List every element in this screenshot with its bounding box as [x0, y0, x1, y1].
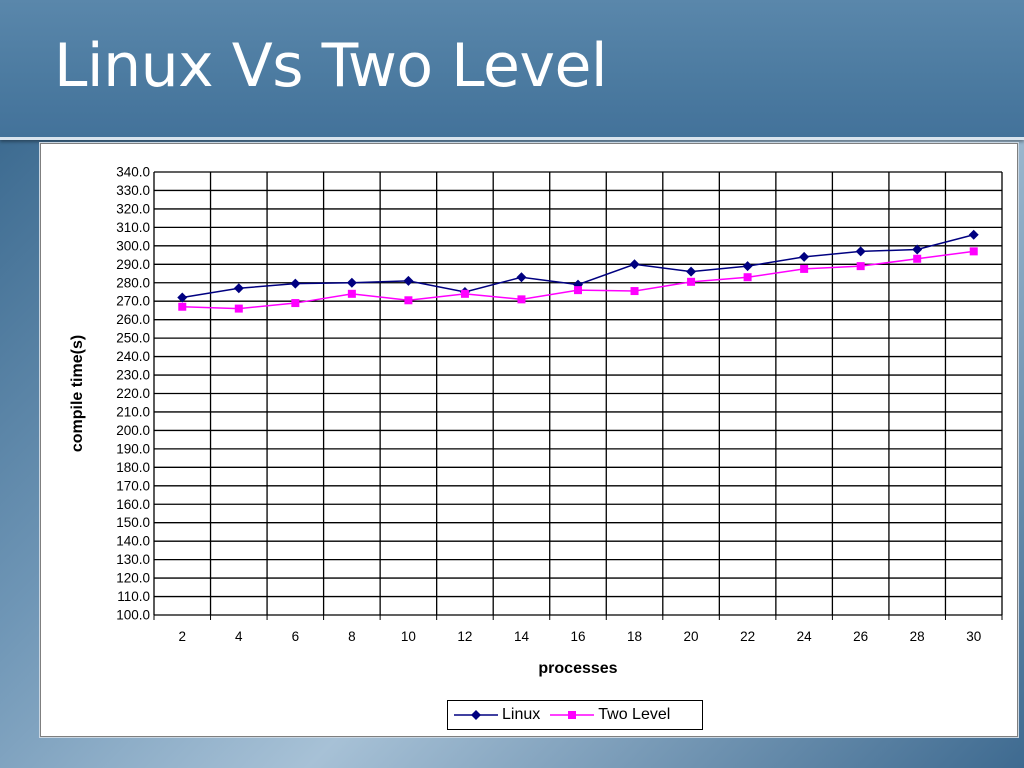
- x-tick-label: 2: [179, 629, 187, 644]
- legend-item-two-level: Two Level: [550, 706, 670, 724]
- y-tick-label: 120.0: [116, 571, 150, 586]
- data-point-two-level: [743, 273, 752, 282]
- x-tick-label: 24: [797, 629, 813, 644]
- y-tick-label: 340.0: [116, 165, 150, 180]
- data-point-linux: [686, 266, 697, 277]
- x-tick-label: 14: [514, 629, 530, 644]
- x-tick-label: 16: [570, 629, 585, 644]
- y-tick-label: 330.0: [116, 183, 150, 198]
- x-tick-label: 30: [966, 629, 981, 644]
- data-point-two-level: [404, 296, 413, 305]
- legend-label-two-level: Two Level: [598, 706, 671, 723]
- y-tick-label: 250.0: [116, 331, 150, 346]
- y-tick-label: 130.0: [116, 552, 150, 567]
- legend-item-linux: Linux: [454, 706, 540, 724]
- data-point-two-level: [234, 304, 243, 313]
- y-tick-label: 220.0: [116, 386, 150, 401]
- y-tick-label: 280.0: [116, 275, 150, 290]
- data-point-linux: [855, 246, 866, 257]
- legend-swatch-linux: [454, 710, 498, 720]
- x-tick-label: 26: [853, 629, 868, 644]
- y-tick-label: 190.0: [116, 441, 150, 456]
- y-tick-label: 240.0: [116, 349, 150, 364]
- y-tick-label: 100.0: [116, 608, 150, 623]
- data-point-linux: [346, 277, 357, 288]
- data-point-two-level: [913, 254, 922, 263]
- y-tick-label: 150.0: [116, 515, 150, 530]
- y-tick-label: 320.0: [116, 201, 150, 216]
- y-tick-label: 260.0: [116, 312, 150, 327]
- data-point-linux: [912, 244, 923, 255]
- data-point-linux: [403, 275, 414, 286]
- legend-swatch-two-level: [550, 711, 595, 719]
- grid-lines: [153, 171, 1003, 620]
- data-point-two-level: [291, 299, 300, 308]
- x-tick-label: 12: [457, 629, 472, 644]
- data-point-two-level: [517, 295, 526, 304]
- data-point-linux: [233, 283, 244, 294]
- y-tick-label: 200.0: [116, 423, 150, 438]
- x-tick-label: 8: [348, 629, 356, 644]
- y-tick-label: 160.0: [116, 497, 150, 512]
- data-point-linux: [968, 229, 979, 240]
- x-axis-tick-labels: 2 4 6 8 10 12 14 16 18 20 22 24 26 28 30: [179, 629, 982, 644]
- x-tick-label: 22: [740, 629, 755, 644]
- data-point-linux: [290, 278, 301, 289]
- legend-label-linux: Linux: [502, 706, 541, 723]
- data-point-two-level: [800, 264, 809, 273]
- y-tick-label: 180.0: [116, 460, 150, 475]
- y-tick-label: 110.0: [117, 589, 150, 604]
- data-point-linux: [177, 292, 188, 303]
- data-point-linux: [742, 261, 753, 272]
- y-tick-label: 270.0: [116, 294, 150, 309]
- x-tick-label: 18: [627, 629, 642, 644]
- data-point-two-level: [347, 289, 356, 298]
- data-point-two-level: [630, 287, 639, 296]
- data-point-two-level: [574, 286, 582, 295]
- data-point-two-level: [687, 277, 696, 286]
- y-axis-title: compile time(s): [69, 335, 86, 452]
- data-point-linux: [799, 251, 810, 262]
- data-point-two-level: [178, 302, 187, 311]
- title-bar: Linux Vs Two Level: [0, 0, 1024, 140]
- y-tick-label: 230.0: [116, 368, 150, 383]
- data-point-two-level: [856, 262, 865, 271]
- y-tick-label: 300.0: [116, 238, 150, 253]
- y-tick-label: 210.0: [116, 404, 150, 419]
- data-point-two-level: [460, 289, 469, 298]
- x-tick-label: 28: [910, 629, 925, 644]
- y-tick-label: 290.0: [116, 257, 150, 272]
- data-point-linux: [629, 259, 640, 270]
- y-axis-tick-labels: 340.0 330.0 320.0 310.0 300.0 290.0 280.0 270.0…: [116, 165, 150, 623]
- chart-legend: Linux Two Level: [447, 700, 703, 730]
- chart-frame: 340.0 330.0 320.0 310.0 300.0 290.0 280.0 270.0…: [40, 143, 1018, 737]
- slide-title: Linux Vs Two Level: [54, 31, 608, 101]
- data-point-linux: [516, 272, 527, 283]
- y-tick-label: 140.0: [116, 534, 150, 549]
- y-tick-label: 170.0: [116, 478, 150, 493]
- x-tick-label: 4: [235, 629, 243, 644]
- x-tick-label: 10: [401, 629, 416, 644]
- x-axis-title: processes: [538, 660, 617, 677]
- y-tick-label: 310.0: [116, 220, 150, 235]
- x-tick-label: 6: [292, 629, 300, 644]
- line-chart: 340.0 330.0 320.0 310.0 300.0 290.0 280.0 270.0…: [69, 165, 1003, 677]
- series-lines: [177, 229, 979, 313]
- data-point-two-level: [969, 247, 978, 256]
- x-tick-label: 20: [684, 629, 699, 644]
